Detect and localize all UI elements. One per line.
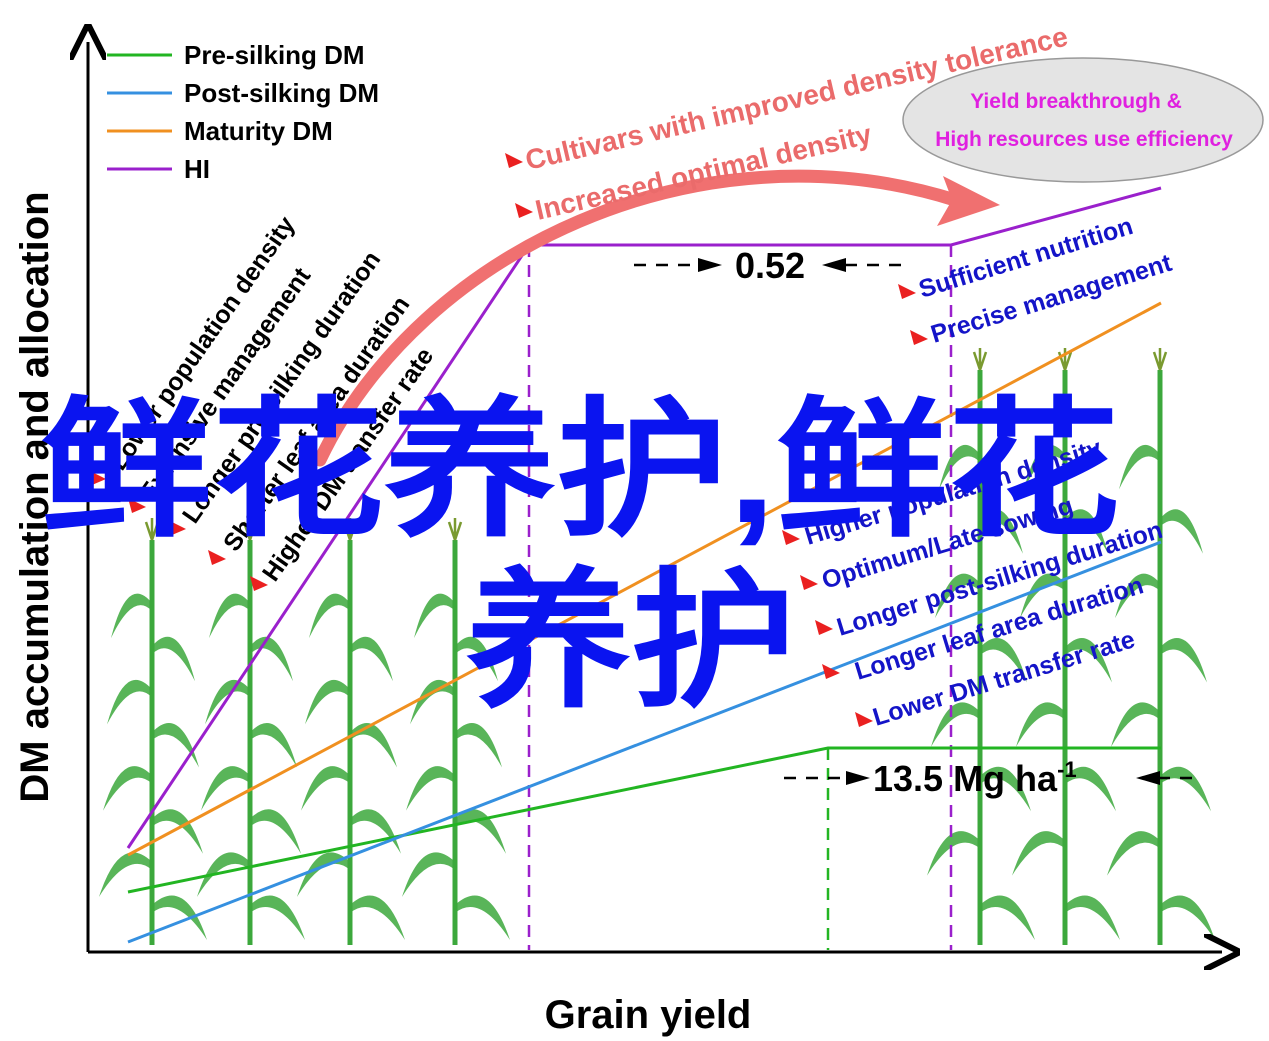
callout-ellipse <box>902 57 1264 183</box>
yield-dimension: 13.5 Mg ha-1 <box>784 757 1198 799</box>
pointer-left-4 <box>208 550 226 565</box>
hi-dimension: 0.52 <box>634 245 908 286</box>
pointer-right-3 <box>782 530 800 545</box>
legend-label-post-silking: Post-silking DM <box>184 78 379 108</box>
series-line-post-silking-dm <box>127 540 1162 944</box>
legend: Pre-silking DM Post-silking DM Maturity … <box>107 40 379 184</box>
legend-label-pre-silking: Pre-silking DM <box>184 40 365 70</box>
corn-plant <box>927 348 1035 945</box>
callout-line-2: High resources use efficiency <box>935 128 1233 151</box>
x-axis-title: Grain yield <box>545 993 752 1037</box>
legend-label-hi: HI <box>184 154 210 184</box>
corn-plant <box>402 518 510 945</box>
pointer-right-2 <box>910 330 928 345</box>
pointer-right-7 <box>855 712 873 727</box>
pointer-right-6 <box>822 664 840 679</box>
corn-plant <box>1012 348 1120 945</box>
yield-unit-sup: -1 <box>1057 757 1077 782</box>
yield-value-label: 13.5 Mg ha-1 <box>873 757 1077 799</box>
series-line-pre-silking-dm <box>127 746 1161 894</box>
pointer-left-5 <box>250 576 268 591</box>
y-axis-title: DM accumulation and allocation <box>13 191 57 802</box>
watermark-line-1: 鲜花养护,鲜花 <box>40 386 1120 554</box>
pointer-right-1 <box>898 284 916 299</box>
corn-plant <box>99 518 207 945</box>
pointer-red-1 <box>505 153 523 168</box>
pointer-left-2 <box>128 498 146 513</box>
improvement-arrow <box>313 169 962 467</box>
pointer-red-2 <box>515 203 533 218</box>
callout-line-1: Yield breakthrough & <box>970 90 1182 113</box>
series-line-maturity-dm <box>127 301 1162 857</box>
corn-plant <box>297 518 405 945</box>
improvement-arrow-head <box>937 176 1000 226</box>
hi-value-label: 0.52 <box>735 245 805 286</box>
pointer-right-4 <box>800 575 818 590</box>
pointer-left-1 <box>88 470 106 485</box>
pointer-left-3 <box>168 520 186 535</box>
corn-plants-illustration <box>99 348 1215 945</box>
series-line-hi <box>126 186 1162 849</box>
legend-label-maturity: Maturity DM <box>184 116 333 146</box>
watermark-line-2: 养护 <box>466 557 796 725</box>
axes <box>88 42 1222 952</box>
yield-value: 13.5 Mg ha <box>873 758 1058 799</box>
corn-plant <box>1107 348 1215 945</box>
pointer-right-5 <box>815 620 833 635</box>
